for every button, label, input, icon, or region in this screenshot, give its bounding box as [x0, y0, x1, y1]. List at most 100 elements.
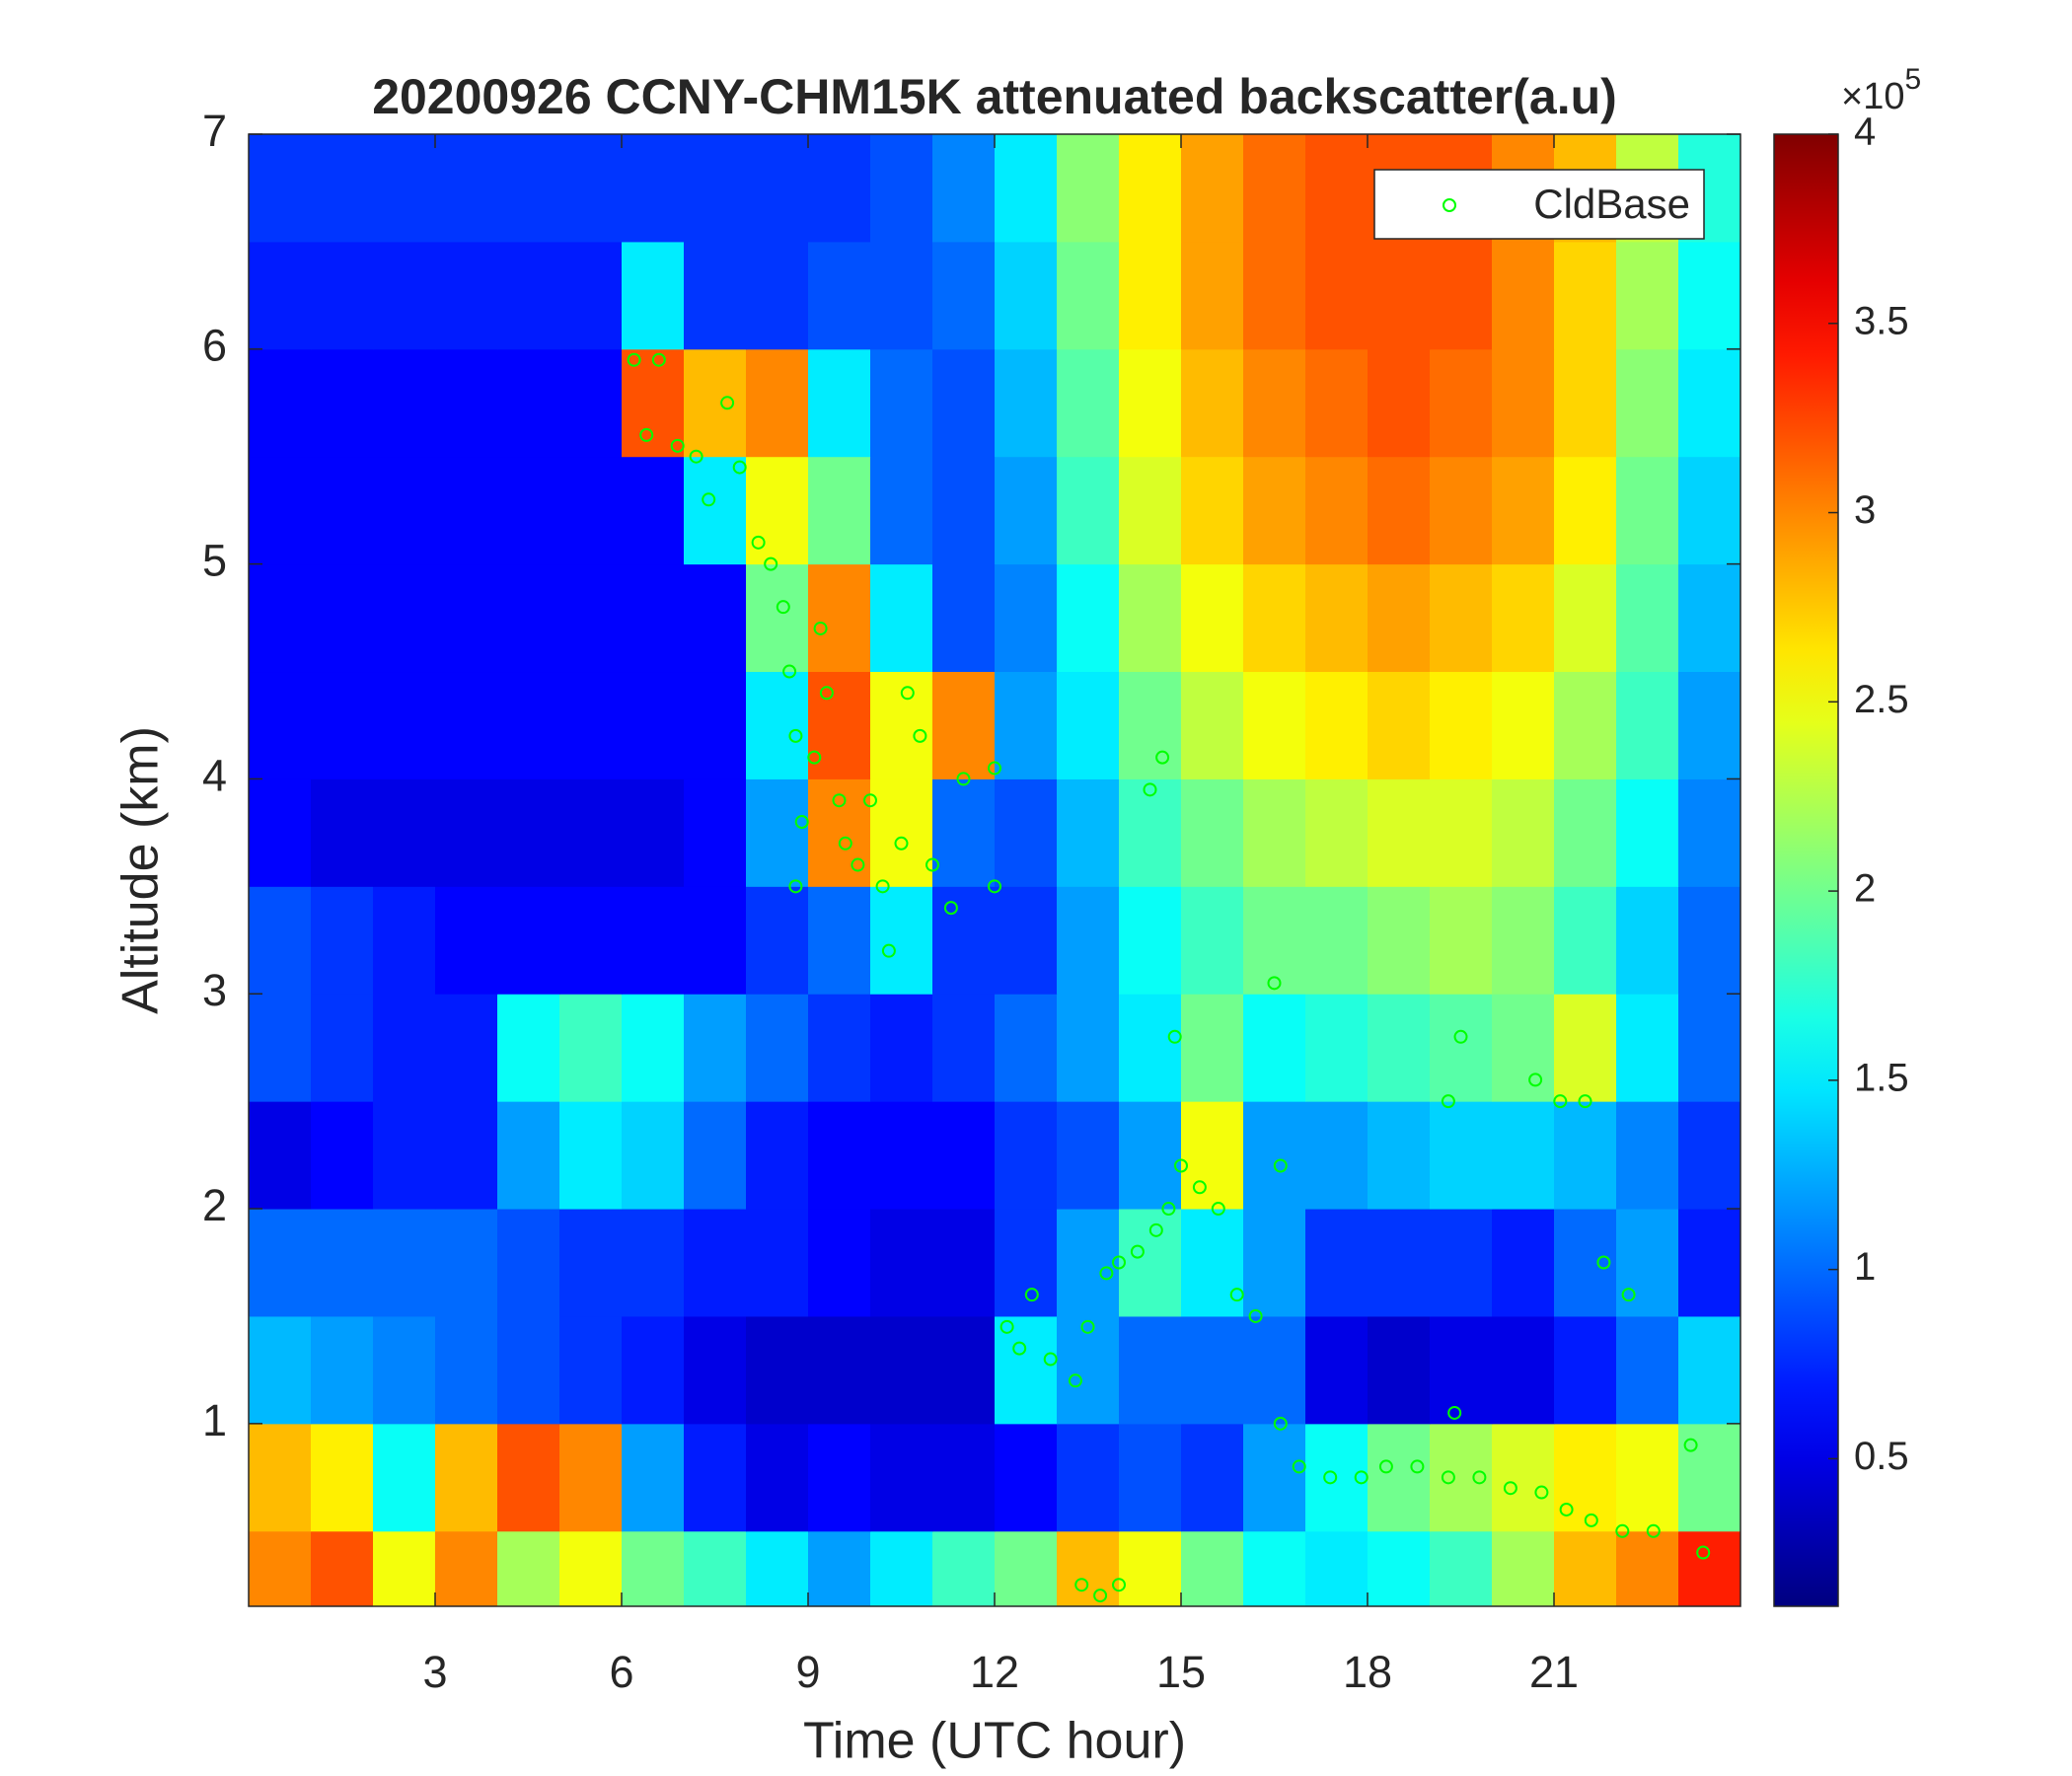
heatmap-cell — [1492, 348, 1555, 458]
heatmap-cell — [373, 994, 436, 1102]
heatmap-cell — [497, 563, 560, 673]
heatmap-cell — [1430, 1209, 1493, 1317]
cloud-base-marker — [1148, 1222, 1163, 1237]
heatmap-cell — [1616, 1209, 1679, 1317]
heatmap-cell — [622, 1315, 685, 1425]
heatmap-cell — [995, 241, 1058, 350]
y-axis-label: Altitude (km) — [112, 726, 170, 1014]
heatmap-cell — [559, 1315, 623, 1425]
heatmap-cell — [1430, 994, 1493, 1102]
cloud-base-marker — [639, 427, 654, 442]
heatmap-cell — [1119, 1530, 1182, 1607]
heatmap-cell — [559, 134, 623, 243]
cloud-base-marker — [988, 879, 1001, 894]
heatmap-cell — [1554, 1423, 1617, 1532]
colorbar-tick-label: 2.5 — [1854, 678, 1909, 721]
heatmap-cell — [995, 1423, 1058, 1532]
heatmap-cell — [311, 563, 374, 673]
heatmap-cell — [1119, 241, 1182, 350]
heatmap-cell — [622, 456, 685, 565]
heatmap-cell — [1616, 1423, 1679, 1532]
heatmap-cell — [435, 456, 498, 565]
heatmap-cell — [373, 134, 436, 243]
colorbar-tick-label: 2 — [1854, 867, 1876, 911]
heatmap-cell — [932, 1530, 996, 1607]
heatmap-cell — [1181, 1315, 1244, 1425]
heatmap-cell — [1554, 994, 1617, 1102]
heatmap-cell — [559, 886, 623, 995]
heatmap-cell — [249, 241, 312, 350]
heatmap-cell — [1243, 456, 1306, 565]
heatmap-cell — [870, 1530, 933, 1607]
heatmap-cell — [311, 1423, 374, 1532]
cloud-base-marker — [1155, 750, 1170, 765]
heatmap-cell — [435, 1101, 498, 1210]
heatmap-cell — [746, 1209, 809, 1317]
cloud-base-marker — [1192, 1180, 1207, 1195]
heatmap-cell — [435, 1315, 498, 1425]
heatmap-cell — [1305, 348, 1369, 458]
heatmap-cell — [1181, 994, 1244, 1102]
heatmap-cell — [684, 1315, 747, 1425]
heatmap-cell — [808, 241, 871, 350]
x-tick-label: 15 — [1156, 1647, 1206, 1697]
heatmap-cell — [435, 348, 498, 458]
cloud-base-marker — [1559, 1502, 1574, 1517]
heatmap-cell — [497, 456, 560, 565]
heatmap-cell — [1119, 1315, 1182, 1425]
heatmap-cell — [746, 1530, 809, 1607]
heatmap-cell — [1616, 994, 1679, 1102]
x-tick-label: 3 — [422, 1647, 447, 1697]
heatmap-cell — [1554, 1209, 1617, 1317]
cloud-base-marker — [1472, 1470, 1487, 1485]
heatmap-cell — [1430, 1530, 1493, 1607]
heatmap-cell — [1554, 456, 1617, 565]
heatmap-cell — [311, 671, 374, 779]
heatmap-cell — [1430, 778, 1493, 887]
heatmap-cell — [622, 994, 685, 1102]
heatmap-cell — [1616, 1101, 1679, 1210]
heatmap-cell — [1616, 671, 1679, 779]
cloud-base-marker — [1273, 1158, 1288, 1173]
y-tick-label: 6 — [202, 321, 227, 371]
heatmap-cell — [622, 563, 685, 673]
heatmap-cell — [373, 886, 436, 995]
heatmap-cell — [1057, 778, 1120, 887]
cloud-base-marker — [1112, 1578, 1126, 1592]
cloud-base-marker — [1453, 1029, 1468, 1044]
cloud-base-marker — [1024, 1288, 1039, 1302]
heatmap-cell — [497, 1315, 560, 1425]
heatmap-cell — [1119, 1101, 1182, 1210]
cloud-base-marker — [1584, 1513, 1598, 1527]
heatmap-cell — [1057, 1530, 1120, 1607]
heatmap-cell — [746, 1315, 809, 1425]
heatmap-cell — [435, 1530, 498, 1607]
heatmap-cell — [1430, 671, 1493, 779]
heatmap-cell — [1243, 1530, 1306, 1607]
heatmap-cell — [1678, 1209, 1741, 1317]
heatmap-cell — [932, 134, 996, 243]
heatmap-cell — [249, 563, 312, 673]
y-tick-label: 2 — [202, 1180, 227, 1230]
heatmap-cell — [1368, 456, 1431, 565]
heatmap-cell — [622, 348, 685, 458]
heatmap-cell — [995, 456, 1058, 565]
heatmap-cell — [1368, 1315, 1431, 1425]
heatmap-cell — [1368, 778, 1431, 887]
heatmap-cell — [249, 456, 312, 565]
heatmap-cell — [1616, 778, 1679, 887]
heatmap-cell — [622, 134, 685, 243]
cloud-base-marker — [1410, 1459, 1425, 1474]
heatmap-cell — [1554, 886, 1617, 995]
cloud-base-marker — [1112, 1255, 1126, 1270]
cloud-base-marker — [651, 352, 666, 367]
cloud-base-marker — [782, 664, 797, 679]
heatmap-cell — [622, 886, 685, 995]
chart-title: 20200926 CCNY-CHM15K attenuated backscat… — [372, 69, 1617, 124]
cloud-base-marker — [1646, 1523, 1661, 1538]
heatmap-cell — [622, 671, 685, 779]
heatmap-cell — [995, 134, 1058, 243]
cloud-base-marker — [1683, 1438, 1698, 1452]
heatmap-cell — [311, 994, 374, 1102]
heatmap-cell — [1368, 994, 1431, 1102]
